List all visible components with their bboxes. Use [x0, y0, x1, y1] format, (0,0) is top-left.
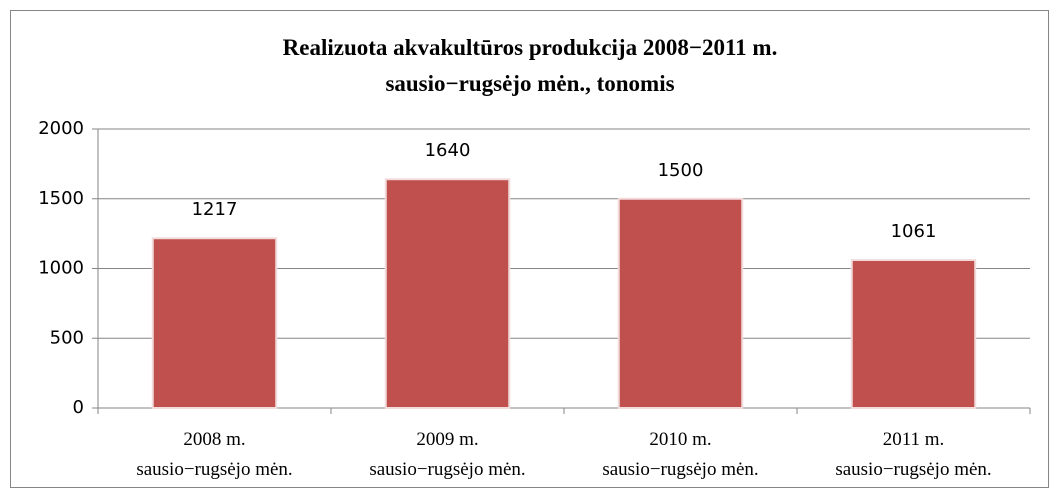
x-tick-label: 2009 m. sausio−rugsėjo mėn. [369, 429, 526, 480]
bar [850, 258, 977, 410]
data-label: 1640 [425, 140, 471, 161]
x-tick-label: 2010 m. sausio−rugsėjo mėn. [602, 429, 759, 480]
data-label: 1217 [192, 199, 238, 220]
y-tick-label: 2000 [38, 118, 84, 139]
bar [384, 178, 511, 409]
data-label: 1500 [658, 160, 704, 181]
data-label: 1061 [891, 221, 937, 242]
bar [151, 237, 278, 409]
x-tick-label: 2008 m. sausio−rugsėjo mėn. [136, 429, 293, 480]
x-tick-label: 2011 m. sausio−rugsėjo mėn. [835, 429, 992, 480]
y-tick-label: 1000 [38, 258, 84, 279]
chart-title: Realizuota akvakultūros produkcija 2008−… [282, 35, 778, 96]
bar [617, 197, 744, 409]
y-tick-label: 500 [50, 327, 84, 348]
y-tick-label: 1500 [38, 188, 84, 209]
y-tick-label: 0 [73, 397, 84, 418]
